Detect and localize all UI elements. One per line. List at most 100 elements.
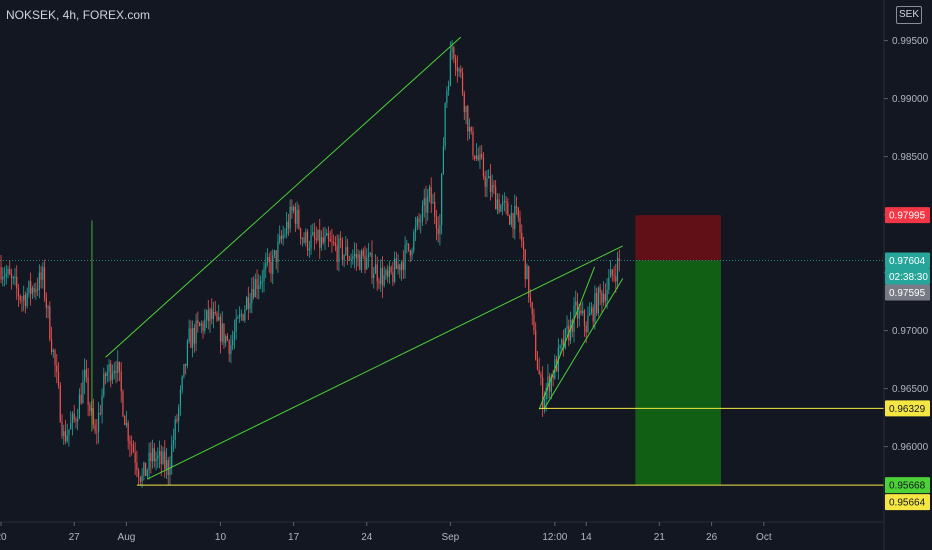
candle-body	[380, 268, 382, 284]
candle-body	[571, 319, 573, 332]
candle-body	[144, 462, 147, 477]
candle-body	[125, 423, 128, 426]
candle-body	[16, 276, 18, 289]
candle-body	[439, 224, 441, 234]
candle-body	[535, 330, 537, 360]
candle-body	[181, 376, 183, 390]
candle-body	[322, 237, 324, 243]
candle-body	[353, 253, 356, 257]
candle-body	[597, 287, 599, 314]
trendline	[538, 266, 596, 410]
candle-body	[341, 240, 343, 261]
candle-body	[566, 326, 568, 329]
candle-body	[449, 51, 451, 86]
candle-body	[545, 388, 547, 400]
candle-body	[587, 315, 589, 333]
candle-body	[45, 297, 47, 308]
candle-body	[136, 462, 138, 471]
drawings[interactable]	[0, 36, 884, 486]
candle-body	[496, 199, 498, 210]
candle-body	[254, 279, 256, 298]
candle-body	[162, 451, 164, 464]
candle-body	[198, 323, 201, 326]
candle-body	[479, 153, 481, 160]
candle-body	[324, 235, 326, 243]
candle-body	[428, 187, 431, 197]
candle-body	[268, 257, 270, 262]
y-tick-label: 0.96500	[892, 384, 929, 395]
candle-body	[345, 246, 347, 255]
candle-body	[460, 68, 462, 73]
time-axis[interactable]: 20 27 Aug 10 17 24 Sep 12:00 14 21 26 Oct	[0, 522, 772, 543]
candle-body	[0, 266, 2, 280]
candle-body	[174, 419, 176, 440]
candle-body	[132, 445, 135, 453]
candle-body	[326, 232, 328, 236]
candle-body	[495, 187, 497, 210]
candle-body	[197, 320, 199, 324]
x-tick-label: 21	[654, 532, 666, 543]
candle-body	[359, 254, 361, 271]
candle-body	[218, 316, 220, 321]
candle-body	[202, 323, 204, 331]
candle-body	[30, 281, 32, 294]
candle-body	[329, 239, 331, 242]
candle-body	[139, 477, 141, 482]
currency-button[interactable]: SEK	[896, 6, 922, 24]
candle-body	[214, 311, 216, 314]
candle-body	[129, 441, 131, 445]
candle-body	[293, 206, 295, 211]
candle-body	[43, 267, 46, 298]
candle-body	[279, 235, 281, 242]
candle-body	[333, 241, 335, 244]
candle-body	[601, 292, 603, 303]
candle-body	[387, 270, 389, 277]
candle-body	[251, 289, 253, 303]
candle-body	[26, 292, 28, 307]
candle-body	[406, 243, 408, 245]
candle-body	[331, 241, 333, 243]
y-tick-label: 0.99000	[892, 94, 929, 105]
candle-body	[444, 103, 446, 147]
candle-body	[594, 293, 596, 322]
candle-body	[284, 234, 286, 236]
support-tag-lower-bg	[885, 494, 930, 511]
candle-body	[517, 207, 519, 218]
candle-body	[524, 249, 526, 280]
candle-body	[458, 68, 460, 72]
candle-body	[299, 228, 302, 239]
candle-body	[453, 47, 455, 59]
candle-body	[446, 90, 448, 104]
candle-body	[467, 106, 469, 132]
candle-body	[456, 67, 458, 72]
candle-body	[158, 451, 161, 456]
candle-body	[306, 231, 309, 251]
candle-body	[52, 350, 54, 353]
candle-body	[468, 127, 471, 132]
candle-body	[164, 451, 166, 469]
candle-body	[463, 93, 465, 112]
candle-body	[482, 157, 485, 177]
candle-body	[397, 264, 399, 269]
candle-body	[223, 323, 225, 343]
candle-body	[347, 246, 349, 260]
candle-body	[84, 369, 86, 382]
price-axis[interactable]: 0.99500 0.99000 0.98500 0.97000 0.96500 0.960…	[884, 36, 929, 453]
candle-body	[89, 405, 91, 411]
position-tool[interactable]	[635, 215, 721, 486]
candle-body	[596, 293, 598, 314]
candle-body	[498, 199, 500, 212]
candle-body	[547, 376, 549, 389]
candle-body	[435, 216, 438, 229]
candle-body	[552, 375, 554, 379]
candle-body	[448, 85, 450, 91]
candle-body	[111, 373, 114, 381]
candle-body	[21, 299, 23, 301]
candle-body	[155, 458, 157, 462]
stop-price-tag: 0.97995	[889, 211, 926, 222]
candle-body	[157, 455, 159, 459]
candle-body	[273, 250, 276, 256]
candle-body	[186, 341, 188, 366]
candle-body	[165, 460, 168, 469]
